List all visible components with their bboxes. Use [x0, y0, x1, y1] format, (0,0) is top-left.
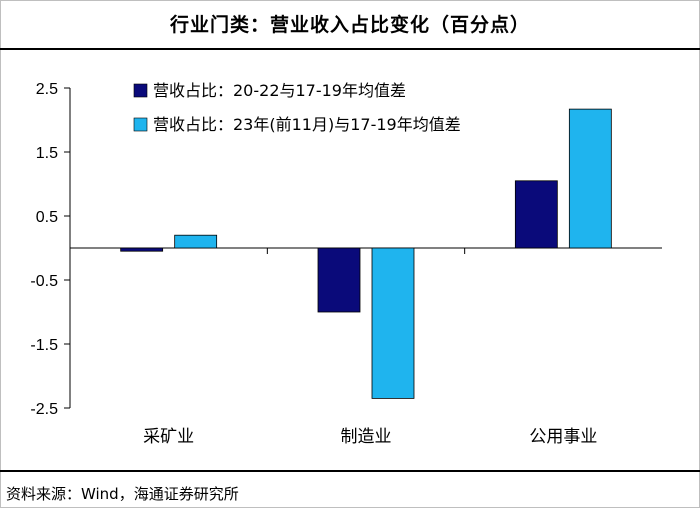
title-rule [0, 48, 700, 50]
category-label: 公用事业 [529, 427, 597, 447]
y-tick-label: -0.5 [30, 273, 58, 290]
y-tick-label: 0.5 [36, 209, 58, 226]
y-tick-label: -1.5 [30, 337, 58, 354]
bar-2-2 [568, 108, 612, 249]
bar-1-2 [514, 180, 558, 249]
y-tick-label: 2.5 [36, 81, 58, 98]
x-ticks [266, 248, 466, 254]
y-tick-label: -2.5 [30, 401, 58, 418]
bar-series [120, 108, 612, 399]
bar-2-1 [371, 247, 415, 399]
category-label: 制造业 [341, 427, 392, 447]
bar-1-1 [317, 247, 361, 313]
y-tick-label: 1.5 [36, 145, 58, 162]
legend-label-1: 营收占比：20-22与17-19年均值差 [153, 81, 406, 100]
legend-label-2: 营收占比：23年(前11月)与17-19年均值差 [153, 115, 461, 134]
legend: 营收占比：20-22与17-19年均值差营收占比：23年(前11月)与17-19… [133, 81, 461, 134]
bar-1-0 [120, 247, 164, 252]
category-label: 采矿业 [143, 427, 194, 447]
category-labels: 采矿业 制造业 公用事业 [143, 427, 597, 447]
bar-2-0 [174, 234, 218, 249]
y-ticks: 2.5 1.5 0.5 -0.5 -1.5 -2.5 [30, 81, 70, 418]
legend-swatch-2 [133, 117, 148, 132]
source-note: 资料来源：Wind，海通证券研究所 [6, 485, 239, 503]
chart-title: 行业门类：营业收入占比变化（百分点） [169, 14, 530, 36]
legend-swatch-1 [133, 83, 148, 98]
footer-rule [0, 470, 700, 472]
